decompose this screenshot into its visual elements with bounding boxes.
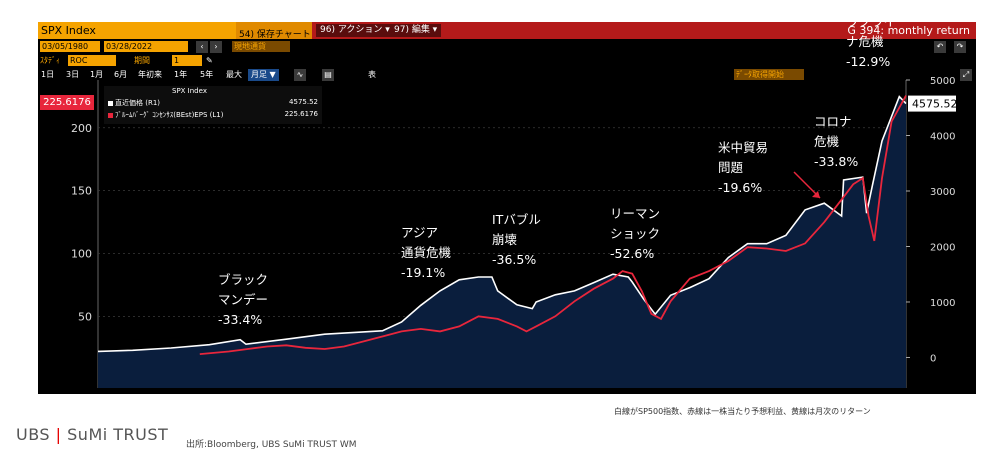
line-chart-icon[interactable]: ∿: [294, 69, 306, 81]
range-1m[interactable]: 1月: [90, 70, 104, 79]
actions-menu[interactable]: 96) アクション ▾: [316, 24, 394, 37]
annotation-5-line-1: 危機: [814, 134, 840, 149]
redo-icon[interactable]: ↷: [954, 41, 966, 53]
logo-ubs: UBS: [16, 425, 51, 444]
chart-plot: 501001502000100020003000400050004575.52ブ…: [71, 22, 958, 388]
annotation-6-line-1: ナ危機: [846, 34, 884, 49]
range-1y[interactable]: 1年: [174, 70, 188, 79]
toolbar-row: 1日 3日 1月 6月 年初来 1年 5年 最大 月足 ▼ ∿ ▤ 表 ﾃﾞｰﾀ…: [38, 68, 976, 82]
eps-series-line: [199, 95, 907, 355]
study-label: ｽﾀﾃﾞｨ: [40, 56, 60, 65]
logo-sumi: SuMi TRUST: [67, 425, 169, 444]
annotation-2-line-0: ITバブル: [492, 212, 541, 227]
menu-graph-label: 54) 保存チャート: [239, 30, 311, 40]
right-value-badge-text: 4575.52: [912, 98, 958, 111]
date-row: 03/05/1980 03/28/2022 ‹ › 現地通貨 ↶ ↷: [38, 40, 976, 53]
left-tick-label-1: 100: [71, 247, 92, 260]
legend-eps-value: 225.6176: [284, 110, 318, 118]
annotation-5-line-0: コロナ: [814, 114, 852, 129]
annotation-1-line-0: アジア: [401, 225, 438, 240]
undo-icon[interactable]: ↶: [934, 41, 946, 53]
period-label: 期間: [134, 56, 150, 65]
bloomberg-terminal: SPX Index 54) 保存チャート 96) アクション ▾ 97) 編集 …: [38, 22, 976, 394]
annotation-3-line-2: -52.6%: [610, 246, 654, 261]
source-note: 出所:Bloomberg, UBS SuMi TRUST WM: [186, 440, 357, 450]
annotation-4-line-1: 問題: [718, 160, 744, 175]
menu-graph[interactable]: 54) 保存チャート: [236, 22, 312, 40]
period-input[interactable]: 1: [172, 55, 202, 66]
legend-row-eps: ﾌﾞﾙｰﾑﾊﾞｰｸﾞ ｺﾝｾﾝｻｽ(BEst)EPS (L1) 225.6176: [108, 110, 318, 120]
currency-select[interactable]: 現地通貨: [232, 41, 290, 52]
legend-price-value: 4575.52: [289, 98, 318, 106]
bar-chart-icon[interactable]: ▤: [322, 69, 334, 81]
right-tick-label-0: 0: [930, 353, 936, 364]
annotation-3-line-0: リーマン: [610, 206, 660, 221]
footnote: 白線がSP500指数、赤線は一株当たり予想利益、黄線は月次のリターン: [614, 407, 871, 416]
annotation-1-line-1: 通貨危機: [401, 245, 452, 260]
expand-icon[interactable]: ⤢: [960, 69, 972, 81]
legend-swatch-white: [108, 100, 113, 106]
annotation-6-line-0: ウクライ: [846, 22, 896, 29]
range-5y[interactable]: 5年: [200, 70, 214, 79]
right-tick-label-3: 3000: [930, 187, 955, 198]
right-tick-label-5: 5000: [930, 76, 955, 87]
annotation-2-line-1: 崩壊: [492, 232, 518, 247]
legend-row-price: 直近価格 (R1) 4575.52: [108, 98, 318, 108]
annotation-2-line-2: -36.5%: [492, 252, 536, 267]
annotation-0-line-1: マンデー: [218, 292, 268, 307]
annotation-6-line-2: -12.9%: [846, 54, 890, 69]
prev-icon[interactable]: ‹: [196, 41, 208, 53]
ticker-field[interactable]: SPX Index: [38, 22, 236, 39]
left-value-badge: 225.6176: [40, 95, 94, 110]
chart-legend: SPX Index 直近価格 (R1) 4575.52 ﾌﾞﾙｰﾑﾊﾞｰｸﾞ ｺ…: [104, 86, 322, 124]
legend-swatch-red: [108, 112, 113, 118]
range-1d[interactable]: 1日: [41, 70, 55, 79]
annotation-4-line-0: 米中貿易: [718, 140, 768, 155]
start-date-input[interactable]: 03/05/1980: [40, 41, 100, 52]
range-ytd[interactable]: 年初来: [138, 70, 162, 79]
legend-eps-label: ﾌﾞﾙｰﾑﾊﾞｰｸﾞ ｺﾝｾﾝｻｽ(BEst)EPS (L1): [115, 111, 224, 119]
edit-menu[interactable]: 97) 編集 ▾: [390, 24, 442, 37]
price-area: [98, 96, 906, 388]
study-row: ｽﾀﾃﾞｨ ROC 期間 1 ✎: [38, 54, 976, 67]
end-date-input[interactable]: 03/28/2022: [104, 41, 188, 52]
logo-divider: |: [55, 425, 62, 444]
right-tick-label-2: 2000: [930, 242, 955, 253]
range-6m[interactable]: 6月: [114, 70, 128, 79]
legend-title: SPX Index: [172, 87, 207, 95]
right-tick-label-4: 4000: [930, 131, 955, 142]
table-button[interactable]: 表: [368, 70, 376, 79]
covid-arrow-head: [812, 191, 820, 198]
range-3d[interactable]: 3日: [66, 70, 80, 79]
pencil-icon[interactable]: ✎: [206, 56, 213, 65]
annotation-5-line-2: -33.8%: [814, 154, 858, 169]
annotation-0-line-0: ブラック: [218, 272, 268, 287]
frequency-select[interactable]: 月足 ▼: [248, 69, 279, 81]
legend-price-label: 直近価格 (R1): [115, 99, 161, 107]
range-max[interactable]: 最大: [226, 70, 242, 79]
study-select[interactable]: ROC: [68, 55, 116, 66]
annotation-0-line-2: -33.4%: [218, 312, 262, 327]
annotation-4-line-2: -19.6%: [718, 180, 762, 195]
title-bar: SPX Index 54) 保存チャート 96) アクション ▾ 97) 編集 …: [38, 22, 976, 40]
graph-title: G 394: monthly return: [847, 24, 970, 37]
price-series-line: [97, 95, 907, 353]
annotation-1-line-2: -19.1%: [401, 265, 445, 280]
right-value-badge: [908, 95, 956, 112]
left-tick-label-2: 150: [71, 185, 92, 198]
next-icon[interactable]: ›: [210, 41, 222, 53]
company-logo: UBS | SuMi TRUST: [16, 425, 168, 444]
data-start-button[interactable]: ﾃﾞｰﾀ取得開始: [734, 69, 804, 80]
left-tick-label-0: 50: [78, 310, 92, 323]
right-tick-label-1: 1000: [930, 298, 955, 309]
left-tick-label-3: 200: [71, 122, 92, 135]
annotation-3-line-1: ショック: [610, 226, 660, 241]
